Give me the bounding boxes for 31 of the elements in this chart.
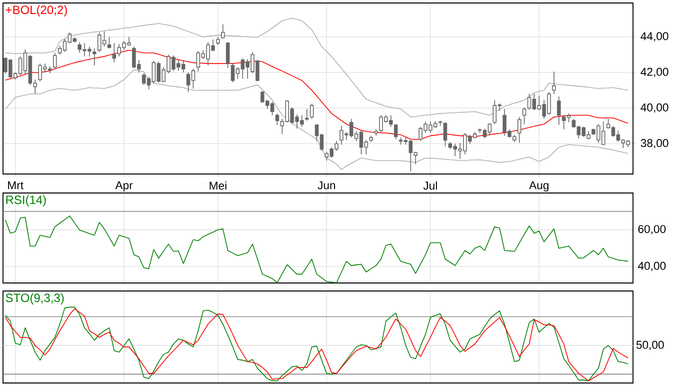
candlestick — [394, 124, 398, 140]
chart-title: RSI(14) — [6, 195, 46, 206]
candlestick — [226, 42, 230, 68]
candlestick — [78, 42, 82, 54]
candlestick — [107, 36, 112, 49]
chart-title: STO(9,3,3) — [6, 293, 64, 304]
y-tick-label: 40,00 — [640, 103, 668, 113]
x-tick-label: Mei — [210, 181, 226, 190]
candlestick — [517, 116, 522, 144]
x-tick-label: Apr — [115, 181, 133, 192]
candlestick — [310, 103, 314, 120]
x-tick-label: Mrt — [8, 181, 24, 190]
text: 50,00 — [636, 340, 664, 350]
candlestick — [305, 108, 309, 121]
x-tick-label: Jul — [423, 181, 437, 190]
candlestick — [92, 48, 96, 66]
candlestick — [53, 52, 57, 70]
y-tick-label: 40,00 — [638, 262, 666, 272]
chart-title: +BOL(20;2) — [6, 5, 67, 16]
y-tick-label: 44,00 — [640, 32, 668, 42]
candlestick — [221, 24, 225, 40]
candlestick — [552, 71, 556, 94]
y-tick-label: 38,00 — [640, 139, 668, 148]
y-tick-label: 42,00 — [640, 68, 668, 78]
y-tick-label: 60,00 — [638, 225, 666, 234]
candlestick — [443, 122, 448, 147]
x-tick-label: Aug — [529, 181, 548, 192]
candlestick — [522, 106, 526, 125]
x-tick-label: Jun — [318, 181, 336, 190]
candlestick — [557, 96, 561, 126]
candlestick — [275, 113, 280, 126]
